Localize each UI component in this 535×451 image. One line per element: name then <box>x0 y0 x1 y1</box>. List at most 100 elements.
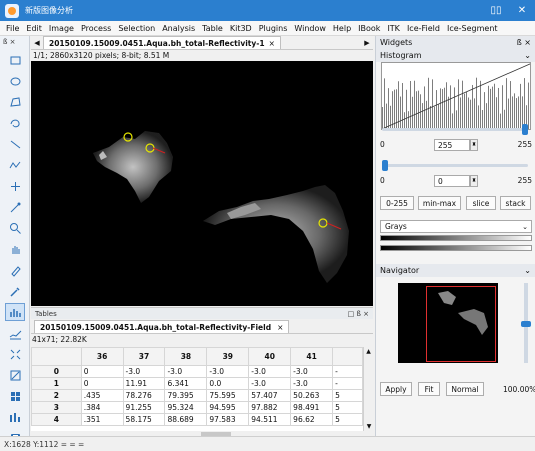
min-value-input[interactable]: 0 <box>434 175 470 187</box>
menu-table[interactable]: Table <box>202 23 223 33</box>
profile-tool-button[interactable] <box>5 324 25 342</box>
navigator-viewport-rect[interactable] <box>426 286 496 362</box>
table-cell[interactable]: 78.276 <box>122 389 166 402</box>
navigator-zoom-handle[interactable] <box>521 321 531 327</box>
freehand-tool-button[interactable] <box>5 114 25 132</box>
picker-tool-button[interactable] <box>5 282 25 300</box>
table-cell[interactable]: -3.0 <box>290 377 334 390</box>
column-header[interactable]: 40 <box>248 347 292 366</box>
table-cell[interactable]: 11.91 <box>122 377 166 390</box>
histogram-header[interactable]: Histogram ⌄ <box>376 49 535 62</box>
row-header[interactable]: 4 <box>31 413 82 426</box>
menu-file[interactable]: File <box>6 23 20 33</box>
range-0-255-button[interactable]: 0-255 <box>380 196 414 210</box>
max-slider-handle[interactable] <box>522 124 528 135</box>
table-cell[interactable]: 94.511 <box>248 413 292 426</box>
point-tool-button[interactable] <box>5 177 25 195</box>
max-spinner-icon[interactable]: ▲ ▼ <box>470 139 478 151</box>
table-cell[interactable]: 5 <box>332 401 363 414</box>
table-cell[interactable]: -3.0 <box>248 365 292 378</box>
menu-kit3d[interactable]: Kit3D <box>229 23 252 33</box>
table-cell[interactable]: 94.595 <box>206 401 250 414</box>
next-tab-button[interactable]: ▶ <box>364 38 370 47</box>
prev-tab-button[interactable]: ◀ <box>34 38 40 47</box>
horizontal-scroll-thumb[interactable] <box>201 432 231 438</box>
scroll-down-icon[interactable]: ▼ <box>366 423 372 430</box>
min-spinner-icon[interactable]: ▲ ▼ <box>470 175 478 187</box>
min-slider-handle[interactable] <box>382 160 388 171</box>
table-vertical-scrollbar[interactable]: ▲ ▼ <box>363 347 373 431</box>
table-cell[interactable]: 91.255 <box>122 401 166 414</box>
navigator-preview[interactable] <box>398 283 498 363</box>
table-cell[interactable]: 58.175 <box>122 413 166 426</box>
table-cell[interactable]: 97.882 <box>248 401 292 414</box>
close-tab-icon[interactable]: × <box>268 38 275 48</box>
menu-ice-segment[interactable]: Ice-Segment <box>446 23 498 33</box>
rectangle-tool-button[interactable] <box>5 51 25 69</box>
table-cell[interactable]: 88.689 <box>164 413 208 426</box>
column-header[interactable]: 36 <box>80 347 124 366</box>
table-cell[interactable]: -3.0 <box>122 365 166 378</box>
table-cell[interactable]: 97.583 <box>206 413 250 426</box>
collapse-navigator-icon[interactable]: ⌄ <box>524 266 531 275</box>
line-tool-button[interactable] <box>5 135 25 153</box>
table-cell[interactable]: 75.595 <box>206 389 250 402</box>
fit-tool-button[interactable] <box>5 345 25 363</box>
row-header[interactable]: 3 <box>31 401 82 414</box>
contrast-tool-button[interactable] <box>5 366 25 384</box>
table-cell[interactable]: 57.407 <box>248 389 292 402</box>
tool-palette-controls[interactable]: ß × <box>3 38 16 46</box>
image-tab[interactable]: 20150109.15009.0451.Aqua.bh_total-Reflec… <box>43 36 281 49</box>
polyline-tool-button[interactable] <box>5 156 25 174</box>
menu-ibook[interactable]: IBook <box>358 23 381 33</box>
max-slider[interactable] <box>382 124 528 135</box>
menu-plugins[interactable]: Plugins <box>258 23 288 33</box>
row-header[interactable]: 0 <box>31 365 82 378</box>
stack-button[interactable]: stack <box>500 196 531 210</box>
close-table-tab-icon[interactable]: × <box>277 322 284 332</box>
histogram-tool-tool-button[interactable] <box>5 303 25 321</box>
max-value-input[interactable]: 255 <box>434 139 470 151</box>
min-slider[interactable] <box>382 160 528 171</box>
column-header[interactable]: 37 <box>122 347 166 366</box>
pencil-tool-button[interactable] <box>5 261 25 279</box>
column-header[interactable] <box>332 347 363 366</box>
table-cell[interactable]: .384 <box>80 401 124 414</box>
oval-tool-button[interactable] <box>5 72 25 90</box>
table-cell[interactable]: -3.0 <box>164 365 208 378</box>
navigator-header[interactable]: Navigator ⌄ <box>376 264 535 277</box>
stats-tool-button[interactable] <box>5 408 25 426</box>
column-header[interactable]: 38 <box>164 347 208 366</box>
table-cell[interactable]: -3.0 <box>248 377 292 390</box>
scroll-up-icon[interactable]: ▲ <box>366 348 371 355</box>
table-horizontal-scrollbar[interactable] <box>31 431 363 439</box>
menu-help[interactable]: Help <box>332 23 352 33</box>
table-tab[interactable]: 20150109.15009.0451.Aqua.bh_total-Reflec… <box>34 320 290 333</box>
row-header[interactable]: 2 <box>31 389 82 402</box>
table-cell[interactable]: 0 <box>80 365 124 378</box>
grid-tool-button[interactable] <box>5 387 25 405</box>
menu-edit[interactable]: Edit <box>26 23 42 33</box>
table-cell[interactable]: 50.263 <box>290 389 334 402</box>
table-cell[interactable]: 79.395 <box>164 389 208 402</box>
menu-itk[interactable]: ITK <box>387 23 400 33</box>
normal-button[interactable]: Normal <box>446 382 484 396</box>
table-cell[interactable]: 95.324 <box>164 401 208 414</box>
min-max-button[interactable]: min-max <box>418 196 461 210</box>
fit-button[interactable]: Fit <box>418 382 440 396</box>
menu-process[interactable]: Process <box>80 23 112 33</box>
slice-button[interactable]: slice <box>466 196 496 210</box>
data-table[interactable]: 36 37 38 39 40 41 0 0 -3.0 -3.0 -3.0 -3.0 -3.0-1 0 11.… <box>31 347 363 431</box>
hand-tool-button[interactable] <box>5 240 25 258</box>
table-cell[interactable]: -3.0 <box>206 365 250 378</box>
table-cell[interactable]: 0.0 <box>206 377 250 390</box>
column-header[interactable] <box>31 347 82 366</box>
table-cell[interactable]: .351 <box>80 413 124 426</box>
table-cell[interactable]: .435 <box>80 389 124 402</box>
table-cell[interactable]: - <box>332 365 363 378</box>
column-header[interactable]: 41 <box>290 347 334 366</box>
row-header[interactable]: 1 <box>31 377 82 390</box>
magnifier-tool-button[interactable] <box>5 219 25 237</box>
table-window-controls[interactable]: □ ß × <box>347 309 369 318</box>
navigator-zoom-slider[interactable] <box>521 283 531 363</box>
